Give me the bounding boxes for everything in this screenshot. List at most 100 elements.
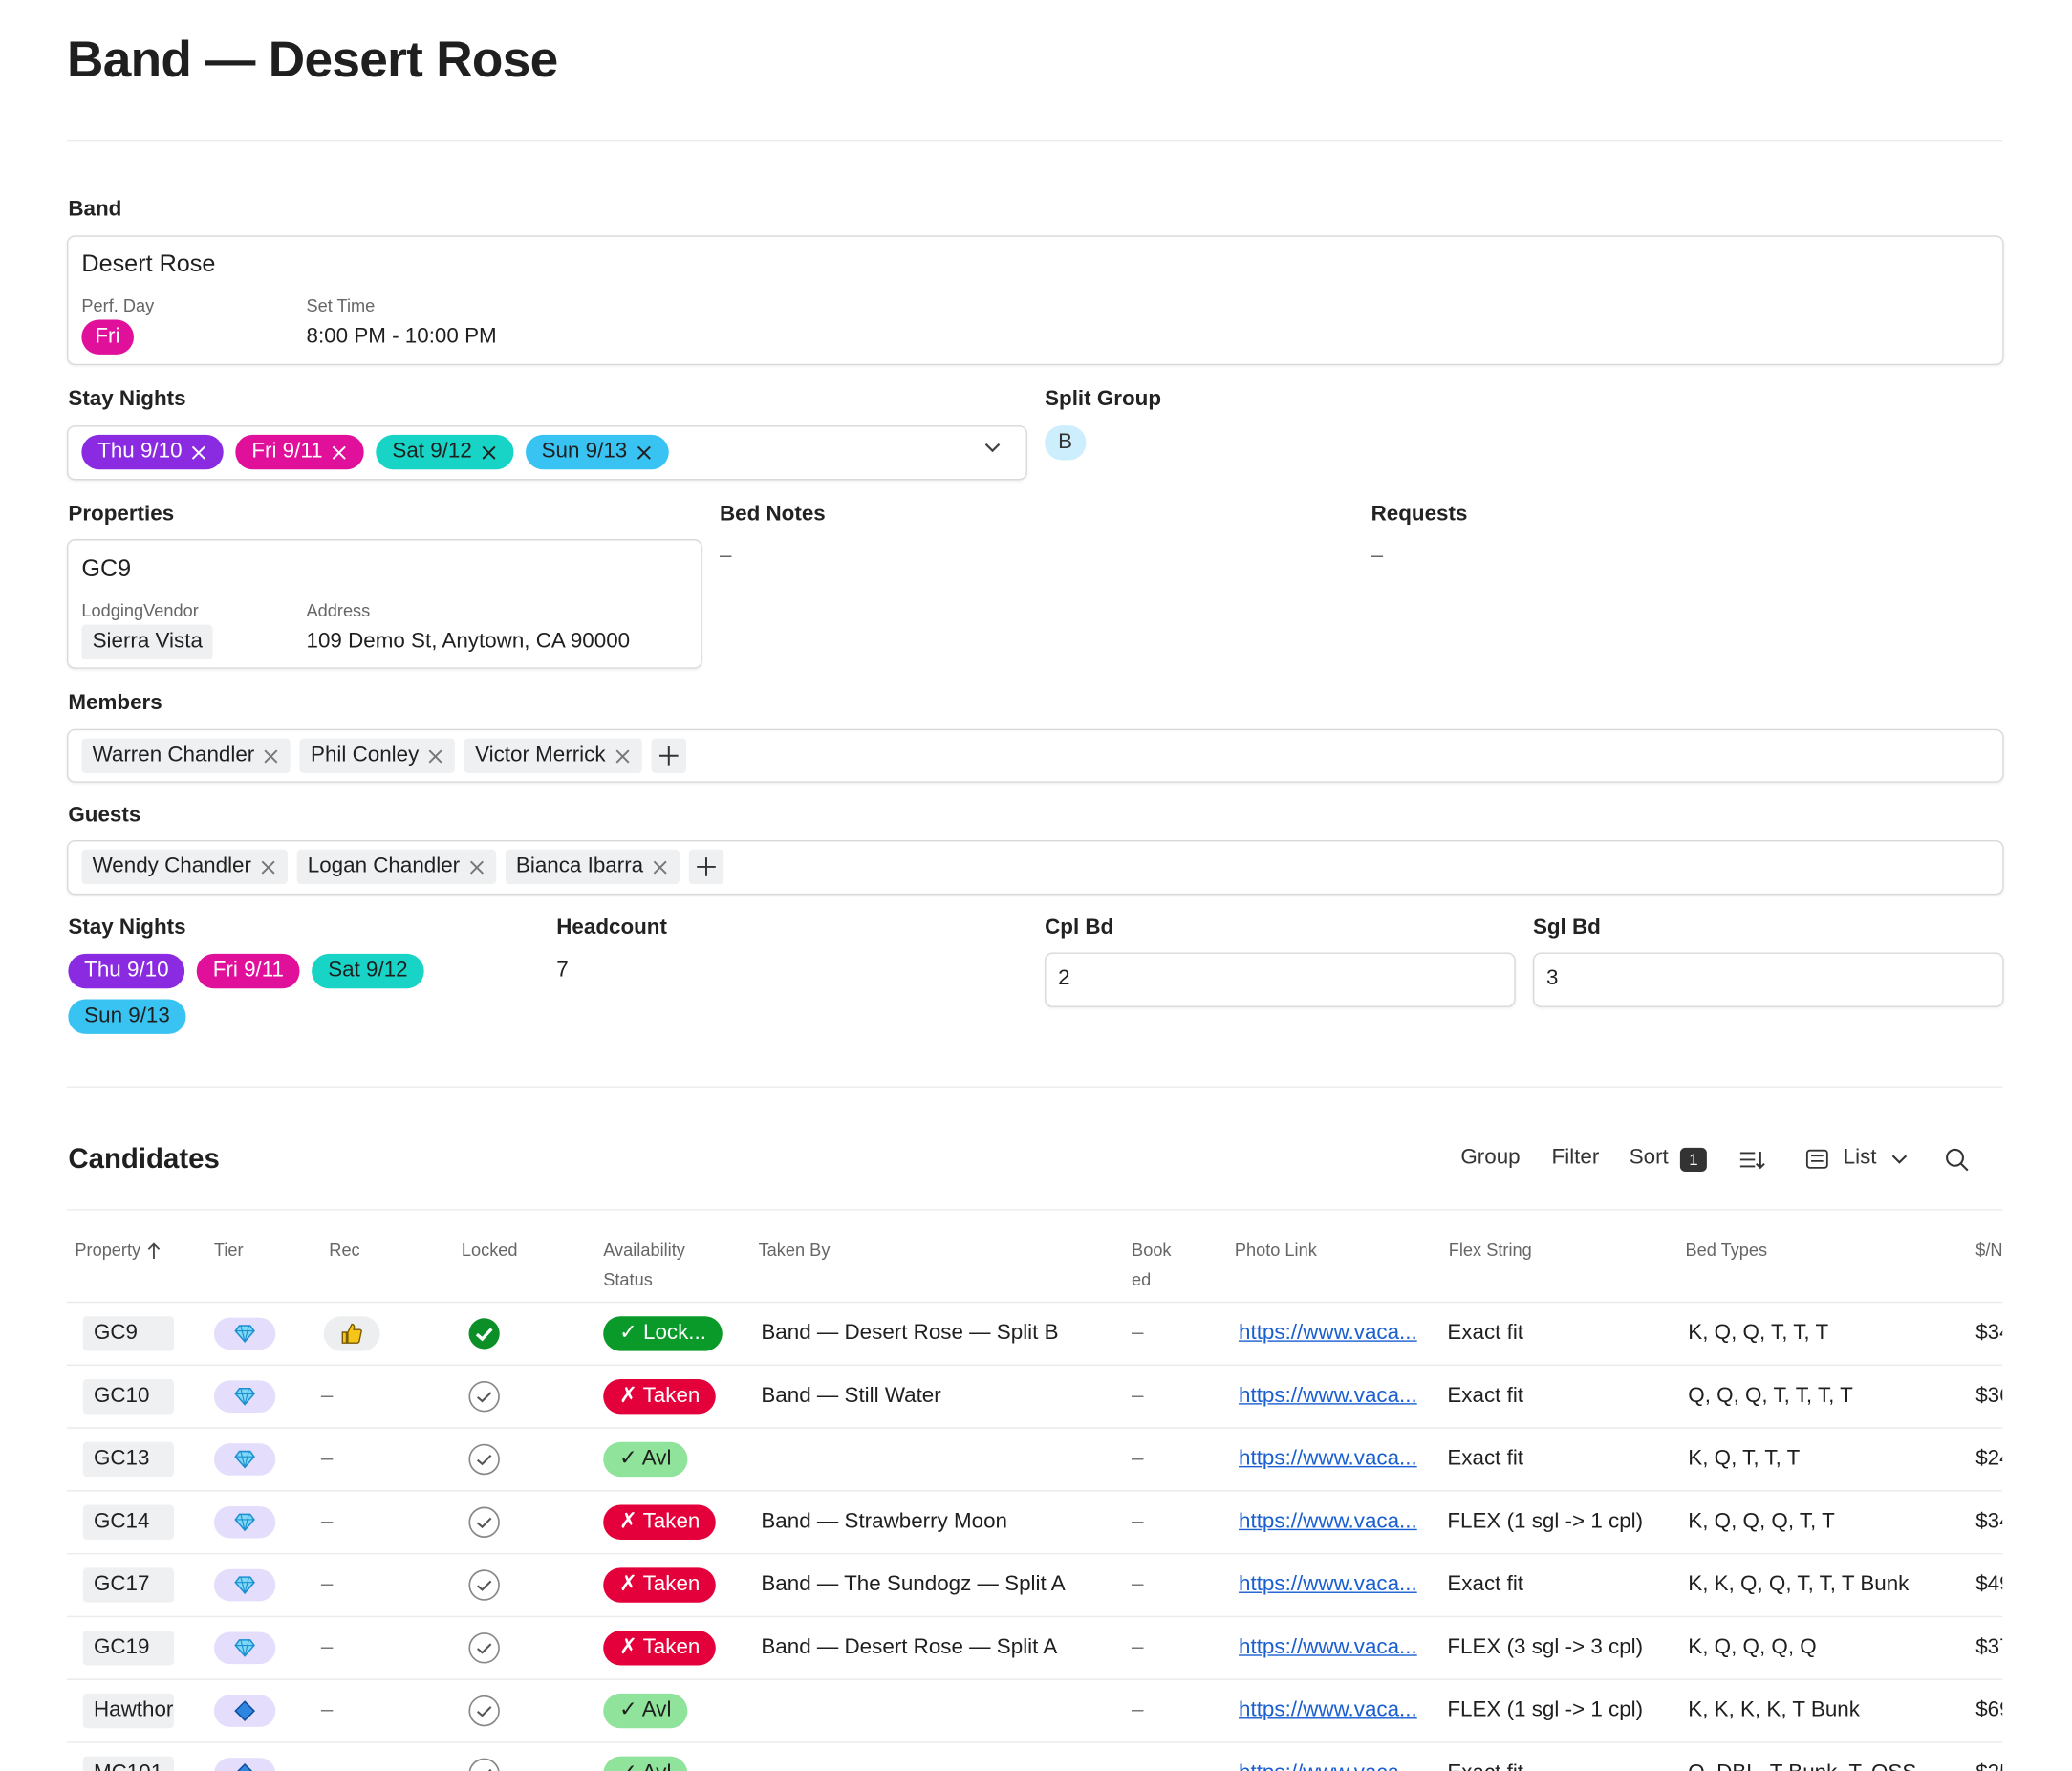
column-header[interactable]: Property — [75, 1240, 141, 1261]
photo-link[interactable]: https://www.vaca... — [1239, 1321, 1417, 1345]
address: 109 Demo St, Anytown, CA 90000 — [306, 630, 631, 654]
tier-pill — [213, 1758, 276, 1771]
tier-icon — [234, 1325, 255, 1343]
column-header[interactable]: Rec — [329, 1240, 360, 1261]
column-header[interactable]: Taken By — [758, 1240, 831, 1261]
group-button[interactable]: Group — [1460, 1146, 1521, 1170]
flex-string: FLEX (3 sgl -> 3 cpl) — [1447, 1635, 1644, 1659]
remove-tag[interactable] — [652, 858, 669, 875]
locked-icon — [468, 1569, 500, 1601]
row-height-icon[interactable] — [1738, 1149, 1765, 1170]
bed-types: K, K, Q, Q, T, T, T Bunk — [1688, 1572, 1910, 1596]
add-button[interactable] — [651, 738, 686, 773]
list-icon[interactable] — [1805, 1149, 1829, 1170]
column-header[interactable]: Tier — [213, 1240, 244, 1261]
locked-icon — [468, 1632, 500, 1664]
remove-tag[interactable] — [263, 747, 280, 765]
price: $24 — [1975, 1447, 2002, 1471]
view-button[interactable]: List — [1843, 1146, 1877, 1170]
day-chip: Sun 9/13 — [68, 999, 186, 1034]
photo-link[interactable]: https://www.vaca... — [1239, 1447, 1417, 1471]
property-tag: Hawthorn — [82, 1693, 174, 1729]
row-divider — [66, 1615, 2003, 1618]
day-chip: Fri 9/11 — [196, 953, 300, 989]
chip-text: Sat 9/12 — [392, 440, 472, 464]
photo-link[interactable]: https://www.vaca... — [1239, 1635, 1417, 1659]
photo-link[interactable]: https://www.vaca... — [1239, 1698, 1417, 1722]
number-input[interactable] — [1045, 952, 1516, 1007]
locked-icon — [468, 1380, 500, 1413]
column-header[interactable]: Locked — [461, 1240, 518, 1261]
divider — [66, 1086, 2003, 1088]
perf-day-chip: Fri — [81, 319, 134, 355]
property-tag: GC13 — [82, 1441, 174, 1478]
price: $34 — [1975, 1321, 2002, 1345]
property-tag: GC19 — [82, 1631, 174, 1666]
rec-pill — [323, 1316, 380, 1351]
column-header[interactable]: Bed Types — [1685, 1240, 1768, 1261]
rec-value: – — [320, 1510, 334, 1533]
chip-text: Sun 9/13 — [541, 440, 628, 464]
filter-button[interactable]: Filter — [1551, 1146, 1600, 1170]
remove-tag[interactable] — [427, 747, 444, 765]
remove-tag[interactable] — [614, 747, 631, 765]
field-label: LodgingVendor — [81, 600, 199, 621]
price: $49 — [1975, 1572, 2002, 1596]
field-label: Guests — [68, 804, 141, 827]
booked-value: – — [1132, 1635, 1144, 1659]
remove-chip[interactable] — [480, 443, 497, 461]
tag-text: Wendy Chandler — [92, 854, 251, 878]
locked-icon — [468, 1695, 500, 1727]
search-icon[interactable] — [1945, 1148, 1969, 1172]
field-label: Stay Nights — [68, 916, 186, 939]
availability-chip: ✗ Taken — [603, 1631, 717, 1666]
column-header[interactable]: $/N — [1975, 1240, 2003, 1261]
taken-by: Band — Desert Rose — Split B — [761, 1321, 1059, 1345]
rec-value: – — [320, 1635, 334, 1659]
property-tag: GC9 — [82, 1316, 174, 1351]
field-label: Stay Nights — [68, 387, 186, 411]
remove-tag[interactable] — [259, 858, 276, 875]
column-header[interactable]: Photo Link — [1234, 1240, 1317, 1261]
band-card[interactable] — [66, 235, 2004, 366]
field-label: Address — [306, 600, 371, 621]
sort-button[interactable]: Sort — [1629, 1146, 1669, 1170]
flex-string: Exact fit — [1447, 1572, 1524, 1596]
tier-pill — [213, 1317, 276, 1350]
availability-chip: ✓ Avl — [603, 1693, 688, 1729]
column-header[interactable]: Availability Status — [603, 1240, 685, 1290]
field-label: Cpl Bd — [1045, 916, 1114, 939]
column-header[interactable]: Booked — [1132, 1240, 1172, 1290]
flex-string: Exact fit — [1447, 1447, 1524, 1471]
remove-chip[interactable] — [331, 443, 348, 461]
tier-icon — [234, 1576, 255, 1595]
remove-chip[interactable] — [636, 443, 653, 461]
photo-link[interactable]: https://www.vaca... — [1239, 1572, 1417, 1596]
photo-link[interactable]: https://www.vaca... — [1239, 1510, 1417, 1533]
column-header[interactable]: Flex String — [1448, 1240, 1532, 1261]
view-dropdown-icon[interactable] — [1890, 1153, 1910, 1166]
split-group-chip: B — [1045, 425, 1087, 461]
add-button[interactable] — [688, 849, 724, 885]
property-tag: GC10 — [82, 1378, 174, 1415]
flex-string: Exact fit — [1447, 1321, 1524, 1345]
number-input[interactable] — [1532, 952, 2004, 1007]
person-tag: Warren Chandler — [81, 738, 291, 773]
remove-tag[interactable] — [468, 858, 486, 875]
photo-link[interactable]: https://www.vaca... — [1239, 1384, 1417, 1408]
bed-types: K, Q, Q, T, T, T — [1688, 1321, 1829, 1345]
price: $36 — [1975, 1384, 2002, 1408]
chip-text: Thu 9/10 — [97, 440, 183, 464]
day-chip: Thu 9/10 — [68, 953, 185, 989]
photo-link[interactable]: https://www.vaca... — [1239, 1761, 1417, 1771]
field-label: Members — [68, 691, 162, 715]
person-tag: Bianca Ibarra — [505, 849, 680, 885]
row-divider — [66, 1427, 2003, 1429]
remove-chip[interactable] — [190, 443, 207, 461]
candidates-table: Property Tier Rec Locked Availability Status… — [66, 1211, 2003, 1771]
dropdown-icon[interactable] — [983, 439, 1003, 458]
booked-value: – — [1132, 1384, 1144, 1408]
chip-text: Thu 9/10 — [84, 959, 169, 983]
